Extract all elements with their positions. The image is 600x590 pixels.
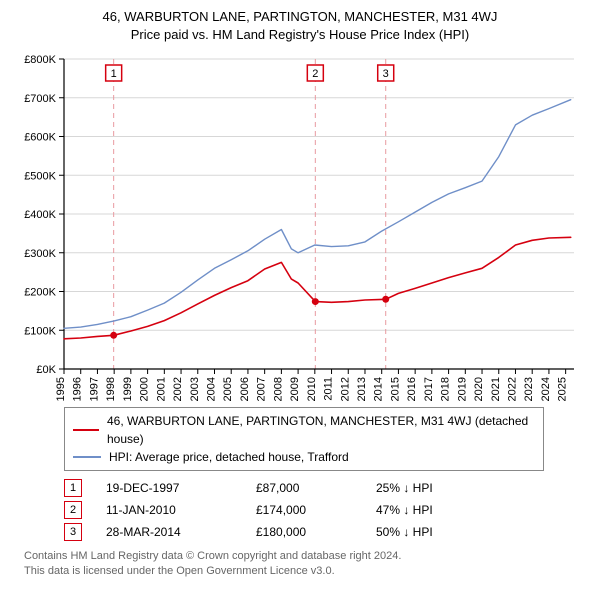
x-axis-label: 2013 <box>356 377 368 401</box>
svg-text:3: 3 <box>383 68 389 80</box>
x-axis-label: 2007 <box>256 377 268 401</box>
legend-swatch <box>73 456 101 458</box>
x-axis-label: 2019 <box>456 377 468 401</box>
x-axis-label: 2011 <box>323 377 335 401</box>
page-title-address: 46, WARBURTON LANE, PARTINGTON, MANCHEST… <box>10 8 590 26</box>
event-marker-2: 2 <box>307 65 323 81</box>
x-axis-label: 2008 <box>272 377 284 401</box>
x-axis-label: 2010 <box>306 377 318 401</box>
transaction-badge: 2 <box>64 501 82 519</box>
x-axis-label: 1996 <box>72 377 84 401</box>
transaction-date: 11-JAN-2010 <box>106 503 256 517</box>
transaction-delta: 47% ↓ HPI <box>376 503 433 517</box>
attribution-line: Contains HM Land Registry data © Crown c… <box>24 549 590 564</box>
transactions-table: 1 19-DEC-1997£87,00025% ↓ HPI 2 11-JAN-2010… <box>64 479 590 541</box>
x-axis-label: 2020 <box>473 377 485 401</box>
transaction-row: 1 19-DEC-1997£87,00025% ↓ HPI <box>64 479 590 497</box>
x-axis-label: 1998 <box>105 377 117 401</box>
x-axis-label: 1997 <box>88 377 100 401</box>
x-axis-label: 2004 <box>205 377 217 401</box>
x-axis-label: 2005 <box>222 377 234 401</box>
transaction-badge: 3 <box>64 523 82 541</box>
x-axis-label: 2021 <box>490 377 502 401</box>
y-axis-label: £100K <box>24 325 56 337</box>
legend-label: HPI: Average price, detached house, Traf… <box>109 448 349 466</box>
x-axis-label: 2003 <box>189 377 201 401</box>
attribution: Contains HM Land Registry data © Crown c… <box>24 549 590 579</box>
x-axis-label: 1999 <box>122 377 134 401</box>
x-axis-label: 2024 <box>540 377 552 401</box>
transaction-row: 2 11-JAN-2010£174,00047% ↓ HPI <box>64 501 590 519</box>
x-axis-label: 2009 <box>289 377 301 401</box>
x-axis-label: 2022 <box>506 377 518 401</box>
y-axis-label: £0K <box>36 364 56 376</box>
transaction-date: 19-DEC-1997 <box>106 481 256 495</box>
transaction-badge: 1 <box>64 479 82 497</box>
y-axis-label: £200K <box>24 287 56 299</box>
page-subtitle: Price paid vs. HM Land Registry's House … <box>10 26 590 44</box>
transaction-price: £87,000 <box>256 481 376 495</box>
x-axis-label: 2025 <box>557 377 569 401</box>
transaction-price: £174,000 <box>256 503 376 517</box>
price-chart: £0K £100K £200K £300K £400K £500K £600K £700K £8… <box>10 49 590 401</box>
y-axis-label: £600K <box>24 132 56 144</box>
chart-legend: 46, WARBURTON LANE, PARTINGTON, MANCHEST… <box>64 407 544 471</box>
event-marker-1: 1 <box>106 65 122 81</box>
x-axis-label: 2014 <box>373 377 385 401</box>
x-axis-label: 2018 <box>440 377 452 401</box>
x-axis-label: 2015 <box>389 377 401 401</box>
y-axis-label: £500K <box>24 170 56 182</box>
x-axis-label: 2016 <box>406 377 418 401</box>
x-axis-label: 2017 <box>423 377 435 401</box>
chart-svg: £0K £100K £200K £300K £400K £500K £600K £700K £8… <box>10 49 590 401</box>
event-marker-3: 3 <box>378 65 394 81</box>
legend-item: HPI: Average price, detached house, Traf… <box>73 448 535 466</box>
transaction-delta: 25% ↓ HPI <box>376 481 433 495</box>
legend-item: 46, WARBURTON LANE, PARTINGTON, MANCHEST… <box>73 412 535 448</box>
svg-text:1: 1 <box>111 68 117 80</box>
transaction-price: £180,000 <box>256 525 376 539</box>
x-axis-label: 2000 <box>139 377 151 401</box>
y-axis-label: £400K <box>24 209 56 221</box>
transaction-delta: 50% ↓ HPI <box>376 525 433 539</box>
transaction-date: 28-MAR-2014 <box>106 525 256 539</box>
x-axis-label: 2001 <box>155 377 167 401</box>
legend-label: 46, WARBURTON LANE, PARTINGTON, MANCHEST… <box>107 412 535 448</box>
y-axis-label: £800K <box>24 54 56 66</box>
transaction-row: 3 28-MAR-2014£180,00050% ↓ HPI <box>64 523 590 541</box>
svg-text:2: 2 <box>312 68 318 80</box>
x-axis-label: 2002 <box>172 377 184 401</box>
x-axis-label: 1995 <box>55 377 67 401</box>
attribution-line: This data is licensed under the Open Gov… <box>24 564 590 579</box>
x-axis-label: 2006 <box>239 377 251 401</box>
legend-swatch <box>73 429 99 431</box>
y-axis-label: £700K <box>24 93 56 105</box>
x-axis-label: 2023 <box>523 377 535 401</box>
x-axis-label: 2012 <box>339 377 351 401</box>
y-axis-label: £300K <box>24 248 56 260</box>
